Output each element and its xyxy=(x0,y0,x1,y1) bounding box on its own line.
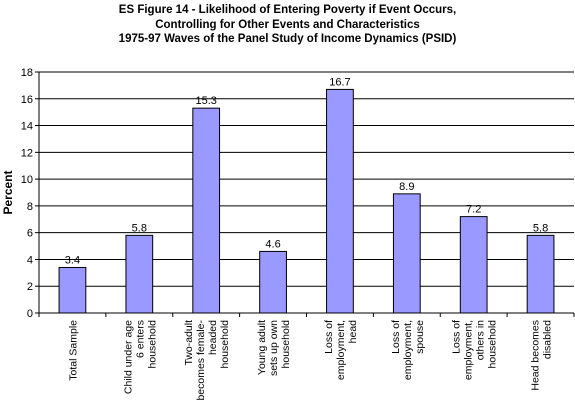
x-tick-label: Young adult sets up own household xyxy=(256,320,292,376)
bars xyxy=(58,88,555,314)
data-label: 8.9 xyxy=(399,181,414,193)
bar xyxy=(459,216,488,314)
x-tick-label: Head becomes disabled xyxy=(530,320,554,391)
x-tick-labels: Total Sample Child under age 6 enters house… xyxy=(67,320,553,401)
bar xyxy=(326,88,354,314)
y-tick-label: 8 xyxy=(27,201,33,213)
data-label: 3.4 xyxy=(65,254,80,266)
data-labels: 3.4 5.8 15.3 4.6 16.7 8.9 7.2 5.8 xyxy=(65,76,548,266)
x-tick-label-line: sets up own xyxy=(268,320,280,376)
y-tick-label: 10 xyxy=(21,174,33,186)
chart-title-line-3: 1975-97 Waves of the Panel Study of Inco… xyxy=(118,33,457,45)
x-tick-label: Total Sample xyxy=(67,320,79,381)
x-tick-label-line: headed xyxy=(207,320,219,355)
y-tick-label: 14 xyxy=(21,121,33,133)
bar xyxy=(125,234,154,314)
axes xyxy=(38,72,575,317)
x-tick-label-line: Total Sample xyxy=(67,320,79,381)
x-tick-label-line: spouse xyxy=(414,320,426,354)
bar xyxy=(259,250,287,314)
chart-title-line-1: ES Figure 14 - Likelihood of Entering Po… xyxy=(118,4,457,16)
y-tick-label: 6 xyxy=(27,228,33,240)
x-tick-label-line: Loss of xyxy=(323,320,335,354)
y-axis-label: Percent xyxy=(1,170,15,214)
x-tick-label: Loss of employment, spouse xyxy=(390,320,426,380)
x-tick-label-line: household xyxy=(146,320,158,369)
x-tick-label: Child under age 6 enters household xyxy=(122,320,158,394)
x-tick-label-line: becomes female- xyxy=(195,320,207,401)
chart-title: ES Figure 14 - Likelihood of Entering Po… xyxy=(0,3,575,47)
x-tick-label-line: Loss of xyxy=(451,320,463,354)
y-tick-label: 18 xyxy=(21,67,33,79)
data-label: 5.8 xyxy=(132,222,147,234)
chart-title-line-2: Controlling for Other Events and Charact… xyxy=(155,18,420,31)
x-tick-label: Loss of employment, others in household xyxy=(451,320,499,380)
data-label: 5.8 xyxy=(533,222,548,234)
x-tick-label-line: employment, xyxy=(335,320,347,380)
y-tick-labels: 0 2 4 6 8 10 12 14 16 18 xyxy=(21,67,33,320)
x-tick-label-line: employment, xyxy=(463,320,475,380)
data-label: 7.2 xyxy=(466,204,481,216)
data-label: 15.3 xyxy=(195,95,216,107)
y-tick-label: 2 xyxy=(27,281,33,293)
bar xyxy=(526,234,555,314)
x-tick-label-line: Young adult xyxy=(256,320,268,375)
x-tick-label-line: Loss of xyxy=(390,320,402,354)
x-tick-label-line: 6 enters xyxy=(134,320,146,358)
x-tick-label-line: household xyxy=(487,320,499,369)
y-tick-label: 0 xyxy=(27,308,33,320)
x-tick-label-line: others in xyxy=(475,320,487,360)
x-tick-label-line: household xyxy=(219,320,231,369)
x-tick-label-line: Head becomes xyxy=(530,320,542,391)
x-tick-label: Two-adult becomes female-headed household xyxy=(183,320,231,401)
gridlines xyxy=(35,71,574,314)
data-label: 16.7 xyxy=(329,76,350,88)
bar xyxy=(58,266,87,314)
x-tick-label-line: household xyxy=(280,320,292,369)
y-tick-label: 4 xyxy=(27,254,33,266)
y-tick-label: 12 xyxy=(21,147,33,159)
x-tick-label-line: Two-adult xyxy=(183,320,195,366)
x-tick-label-line: head xyxy=(347,320,359,344)
x-tick-label-line: employment, xyxy=(402,320,414,380)
x-tick-label: Loss of employment, head xyxy=(323,320,359,380)
x-tick-label-line: Child under age xyxy=(122,320,134,394)
bar xyxy=(192,107,221,314)
x-tick-label-line: disabled xyxy=(542,320,554,359)
y-tick-label: 16 xyxy=(21,94,33,106)
data-label: 4.6 xyxy=(265,238,280,250)
bar xyxy=(392,193,421,314)
